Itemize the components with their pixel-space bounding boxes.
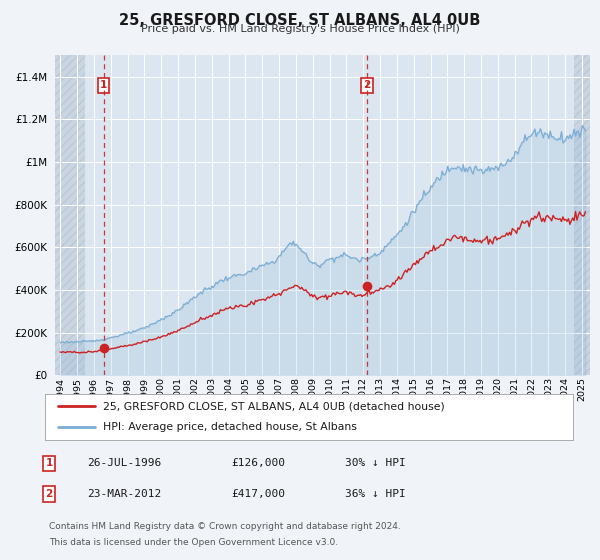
Text: 30% ↓ HPI: 30% ↓ HPI: [345, 458, 406, 468]
Text: 23-MAR-2012: 23-MAR-2012: [87, 489, 161, 499]
Text: 25, GRESFORD CLOSE, ST ALBANS, AL4 0UB (detached house): 25, GRESFORD CLOSE, ST ALBANS, AL4 0UB (…: [103, 401, 445, 411]
Text: 26-JUL-1996: 26-JUL-1996: [87, 458, 161, 468]
Text: HPI: Average price, detached house, St Albans: HPI: Average price, detached house, St A…: [103, 422, 357, 432]
Text: 1: 1: [100, 80, 107, 90]
Text: 36% ↓ HPI: 36% ↓ HPI: [345, 489, 406, 499]
Text: 2: 2: [46, 489, 53, 499]
Text: 1: 1: [46, 458, 53, 468]
Text: Contains HM Land Registry data © Crown copyright and database right 2024.: Contains HM Land Registry data © Crown c…: [49, 522, 401, 531]
Text: This data is licensed under the Open Government Licence v3.0.: This data is licensed under the Open Gov…: [49, 538, 338, 547]
Text: 25, GRESFORD CLOSE, ST ALBANS, AL4 0UB: 25, GRESFORD CLOSE, ST ALBANS, AL4 0UB: [119, 13, 481, 28]
Text: Price paid vs. HM Land Registry's House Price Index (HPI): Price paid vs. HM Land Registry's House …: [140, 24, 460, 34]
Text: 2: 2: [364, 80, 371, 90]
Text: £126,000: £126,000: [231, 458, 285, 468]
Text: £417,000: £417,000: [231, 489, 285, 499]
Bar: [55, 55, 85, 375]
Bar: [574, 55, 590, 375]
